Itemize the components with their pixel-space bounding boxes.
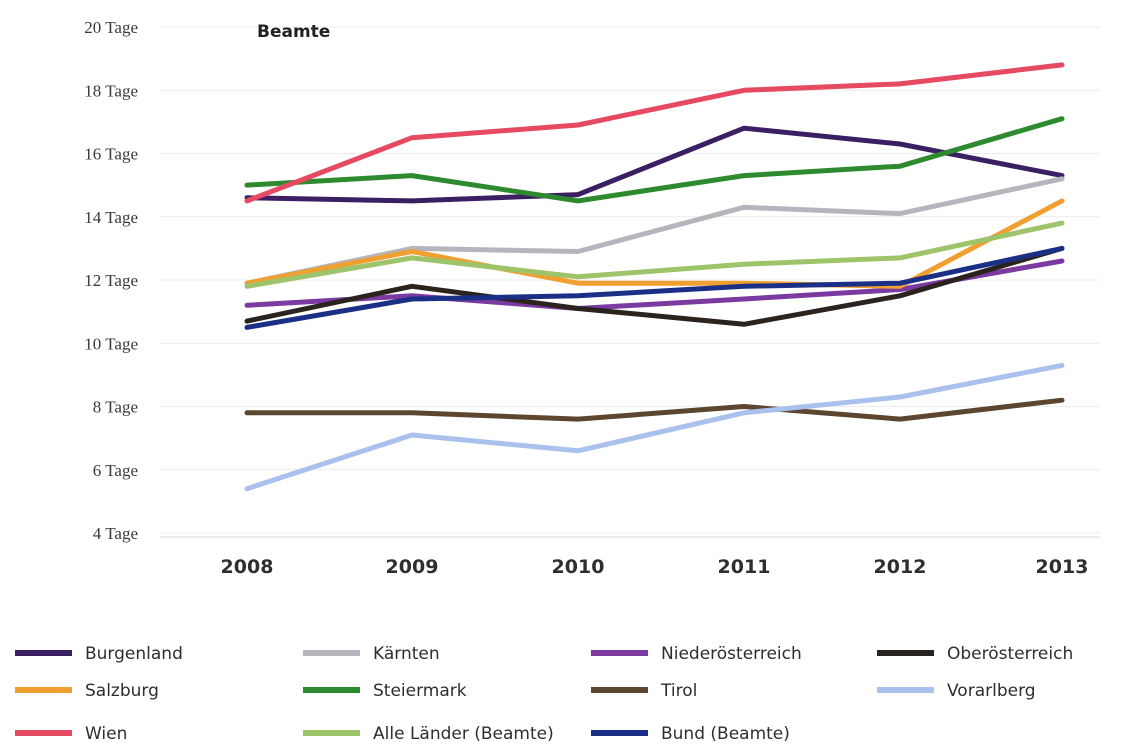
y-tick-label: 12 Tage <box>84 271 138 290</box>
legend-label: Bund (Beamte) <box>661 724 790 744</box>
series-line-2 <box>244 176 1065 286</box>
legend-label: Alle Länder (Beamte) <box>373 724 554 744</box>
y-axis-ticks: 4 Tage 6 Tage 8 Tage 10 Tage 12 Tage 14 Tage 1… <box>84 18 138 543</box>
x-tick-label: 2010 <box>552 556 605 578</box>
series-line-6 <box>244 116 1065 204</box>
gridlines <box>160 26 1100 538</box>
legend-label: Vorarlberg <box>947 681 1036 701</box>
series-line-4 <box>244 245 1065 327</box>
legend-label: Steiermark <box>373 681 467 701</box>
legend-label: Salzburg <box>85 681 159 701</box>
legend-label: Niederösterreich <box>661 644 802 664</box>
legend: Burgenland Kärnten Niederösterreich Oberöst… <box>15 644 1073 744</box>
x-tick-label: 2013 <box>1036 556 1089 578</box>
series-lines <box>244 62 1065 492</box>
series-line-11 <box>244 245 1065 330</box>
x-tick-label: 2009 <box>386 556 439 578</box>
series-line-9 <box>244 62 1065 204</box>
legend-label: Burgenland <box>85 644 183 664</box>
legend-label: Tirol <box>660 681 697 701</box>
y-tick-label: 18 Tage <box>84 81 138 100</box>
legend-label: Wien <box>85 724 127 744</box>
y-tick-label: 8 Tage <box>93 398 138 417</box>
series-line-8 <box>244 362 1065 492</box>
x-tick-label: 2008 <box>221 556 274 578</box>
series-line-10 <box>244 220 1065 289</box>
y-tick-label: 20 Tage <box>84 18 138 37</box>
series-line-3 <box>244 258 1065 311</box>
y-tick-label: 4 Tage <box>93 524 138 543</box>
series-line-5 <box>244 198 1065 289</box>
chart-title: Beamte <box>257 22 330 42</box>
series-line-7 <box>244 397 1065 422</box>
legend-label: Oberösterreich <box>947 644 1073 664</box>
legend-label: Kärnten <box>373 644 440 664</box>
x-tick-label: 2012 <box>874 556 927 578</box>
x-tick-label: 2011 <box>718 556 771 578</box>
y-tick-label: 10 Tage <box>84 334 138 353</box>
series-line-1 <box>244 125 1065 204</box>
x-axis-ticks: 2008 2009 2010 2011 2012 2013 <box>221 556 1089 578</box>
y-tick-label: 14 Tage <box>84 208 138 227</box>
y-tick-label: 16 Tage <box>84 145 138 164</box>
y-tick-label: 6 Tage <box>93 461 138 480</box>
